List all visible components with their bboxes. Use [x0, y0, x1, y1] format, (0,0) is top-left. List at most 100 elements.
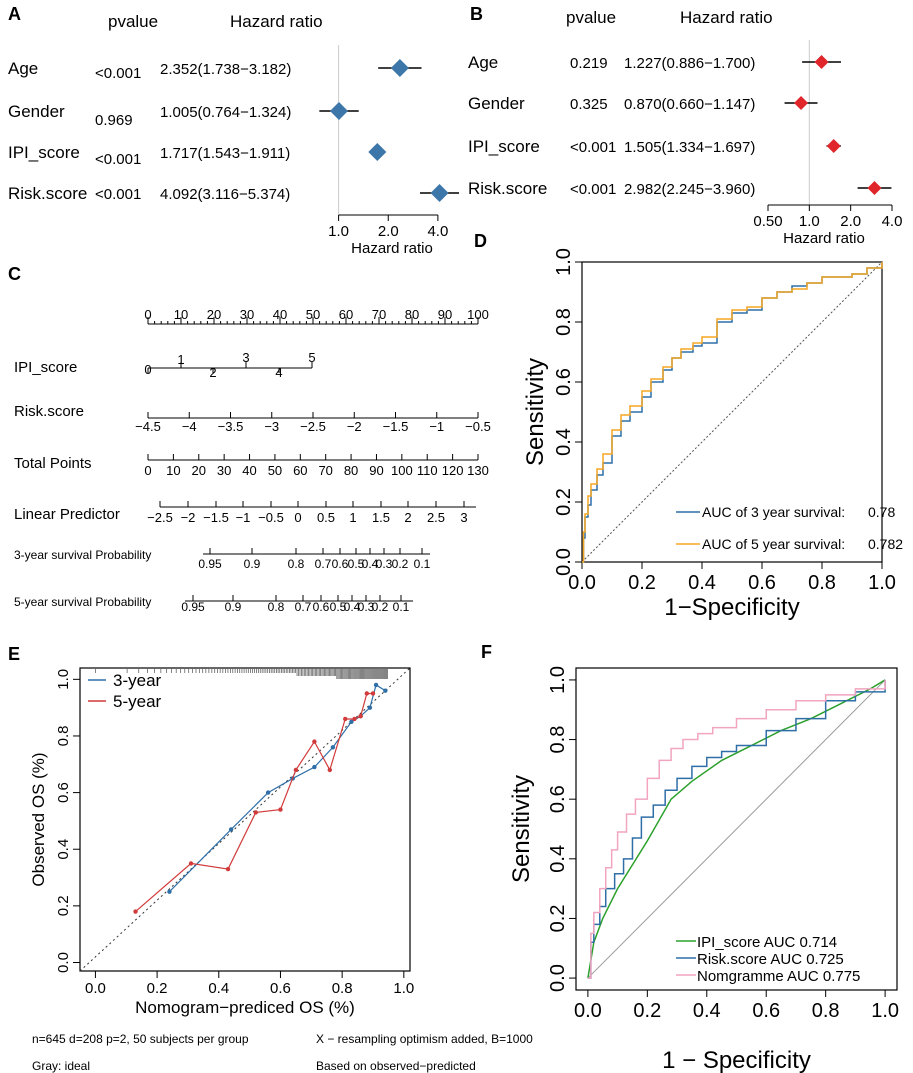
calibration-series-1-point: [349, 719, 354, 725]
nomogram-scale-6-tick-label: 0.1: [414, 557, 431, 571]
forest-a-row-1-label: Age: [8, 59, 38, 78]
forest-b-pvalue-header: pvalue: [566, 8, 616, 27]
forest-b-x-tick-label: 4.0: [882, 213, 903, 230]
plot-e-x-label: Nomogram−prediced OS (%): [135, 998, 355, 1017]
roc-f-legend-2-label: Risk.score AUC 0.725: [697, 951, 844, 968]
nomogram-scale-1-tick-label: 90: [438, 307, 452, 322]
nomogram-scale-6-tick-label: 0.6: [332, 557, 349, 571]
nomogram-scale-2-tick-label: 1: [177, 352, 184, 367]
nomogram-scale-4-tick-label: 110: [417, 463, 438, 478]
calibration-series-1-point: [167, 889, 172, 894]
nomogram-scale-6-tick-label: 0.8: [288, 557, 305, 571]
nomogram-scale-7-tick-label: 0.3: [358, 600, 375, 614]
roc-f-series-3-line: [587, 679, 886, 979]
forest-a-row-2-label: Gender: [8, 102, 65, 121]
plot-d-y-tick-label: 0.2: [553, 488, 575, 516]
forest-plot-a: pvalue Hazard ratio Age <0.001 2.352(1.738…: [8, 12, 460, 257]
plot-e-x-tick-label: 0.0: [85, 980, 106, 997]
roc-d-legend-1-label: AUC of 3 year survival:: [702, 504, 845, 520]
nomogram-scale-7-tick-label: 0.7: [295, 600, 312, 614]
plot-f-y-tick-label: 1.0: [547, 666, 569, 694]
nomogram-scale-6-tick-label: 0.9: [244, 557, 261, 571]
footnote-left-1: n=645 d=208 p=2, 50 subjects per group: [32, 1032, 249, 1046]
nomogram-scale-4-label: Total Points: [14, 455, 92, 472]
plot-e-y-tick-label: 0.0: [55, 952, 72, 973]
forest-a-x-tick-label: 1.0: [328, 223, 349, 240]
roc-d-diagonal: [581, 261, 883, 563]
footnote-right-2: Based on observed−predicted: [316, 1059, 476, 1073]
nomogram-scale-4-tick-label: 40: [242, 463, 256, 478]
plot-d-x-tick-label: 0.6: [748, 572, 776, 594]
nomogram-scale-1-tick-label: 30: [240, 307, 254, 322]
plot-e-y-tick-label: 0.6: [55, 782, 72, 803]
roc-f-legend-1-label: IPI_score AUC 0.714: [697, 934, 837, 951]
forest-b-x-tick-label: 0.50: [753, 213, 782, 230]
calibration-series-2-point: [358, 713, 363, 719]
nomogram-scale-5-tick-label: 1.5: [372, 510, 390, 525]
forest-b-row-2-label: Gender: [468, 94, 525, 113]
forest-a-row-3-hr-text: 1.717(1.543−1.911): [160, 145, 290, 162]
plot-e-x-tick-label: 0.6: [270, 980, 291, 997]
calibration-series-2-point: [327, 767, 333, 773]
plot-d-frame: [581, 261, 883, 563]
nomogram-scale-7-tick-label: 0.6: [313, 600, 330, 614]
plot-e-x-tick-label: 0.4: [208, 980, 229, 997]
nomogram-scale-3-tick-label: −3: [264, 419, 279, 434]
nomogram-scale-5-tick-label: 0: [294, 510, 301, 525]
nomogram-scale-3-tick-label: −4: [182, 419, 197, 434]
calibration-legend-2-label: 5-year: [113, 692, 162, 711]
nomogram-scale-6-tick-label: 0.4: [362, 557, 379, 571]
nomogram-scale-3-tick-label: −2: [347, 419, 362, 434]
plot-d-y-tick-label: 0.4: [553, 428, 575, 456]
nomogram-scale-6-tick-label: 0.2: [392, 557, 409, 571]
nomogram-scale-7-tick-label: 0.2: [372, 600, 389, 614]
nomogram-scale-4-tick-label: 70: [318, 463, 332, 478]
nomogram-scale-6-tick-label: 0.3: [376, 557, 393, 571]
plot-f-x-tick-label: 1.0: [871, 1000, 899, 1022]
plot-d-x-label: 1−Specificity: [664, 594, 799, 621]
forest-b-x-label: Hazard ratio: [783, 230, 865, 247]
forest-b-row-1-label: Age: [468, 53, 498, 72]
forest-b-row-1-pvalue: 0.219: [570, 55, 608, 72]
nomogram-scale-4-tick-label: 60: [293, 463, 307, 478]
plot-e-x-tick-label: 0.2: [147, 980, 168, 997]
forest-b-row-4-label: Risk.score: [468, 179, 547, 198]
plot-f-x-tick-label: 0.2: [633, 1000, 661, 1022]
calibration-legend-1-label: 3-year: [113, 671, 162, 690]
forest-b-row-2-hr-text: 0.870(0.660−1.147): [624, 96, 755, 113]
forest-a-x-label: Hazard ratio: [351, 240, 433, 257]
calibration-series-1-point: [367, 705, 373, 710]
calibration-series-2-point: [293, 767, 299, 773]
nomogram-scale-7-tick-label: 0.4: [344, 600, 361, 614]
forest-b-row-3-hr-marker: [826, 139, 841, 153]
panel-letter-f: F: [481, 642, 492, 662]
forest-a-row-4-pvalue: <0.001: [95, 186, 141, 203]
plot-e-x-tick-label: 1.0: [393, 980, 414, 997]
plot-f-y-tick-label: 0.4: [547, 845, 569, 873]
roc-f-series-1-line: [587, 679, 886, 979]
roc-d-legend-2-label: AUC of 5 year survival:: [702, 536, 845, 552]
nomogram-scale-5-tick-label: 1: [349, 510, 356, 525]
plot-f-x-label: 1 − Specificity: [662, 1047, 811, 1073]
forest-a-row-1-pvalue: <0.001: [95, 65, 141, 82]
forest-a-row-4-label: Risk.score: [8, 184, 87, 203]
forest-b-row-1-hr-marker: [814, 55, 829, 69]
nomogram-scale-7-tick-label: 0.9: [225, 600, 242, 614]
nomogram-scale-6-label: 3-year survival Probability: [14, 548, 151, 562]
nomogram-scale-5-tick-label: 2.5: [427, 510, 445, 525]
nomogram-scale-7-tick-label: 0.95: [181, 600, 205, 614]
plot-f-x-tick-label: 0.8: [812, 1000, 840, 1022]
nomogram-scale-4-tick-label: 80: [344, 463, 358, 478]
calibration-series-2-line: [135, 692, 373, 912]
forest-a-row-4-hr-marker: [430, 184, 449, 202]
roc-d-series-2-line: [582, 262, 883, 563]
calibration-series-1-point: [383, 688, 388, 693]
calibration-series-2-point: [278, 807, 283, 812]
footnote-left-2: Gray: ideal: [32, 1059, 90, 1073]
plot-d-y-tick-label: 0.0: [553, 548, 575, 576]
plot-e-y-label: Observed OS (%): [29, 752, 48, 886]
nomogram-scale-4-tick-label: 0: [144, 463, 151, 478]
plot-f-x-tick-label: 0.0: [574, 1000, 602, 1022]
calibration-series-2-point: [253, 810, 258, 815]
forest-a-row-2-hr-text: 1.005(0.764−1.324): [160, 104, 291, 121]
